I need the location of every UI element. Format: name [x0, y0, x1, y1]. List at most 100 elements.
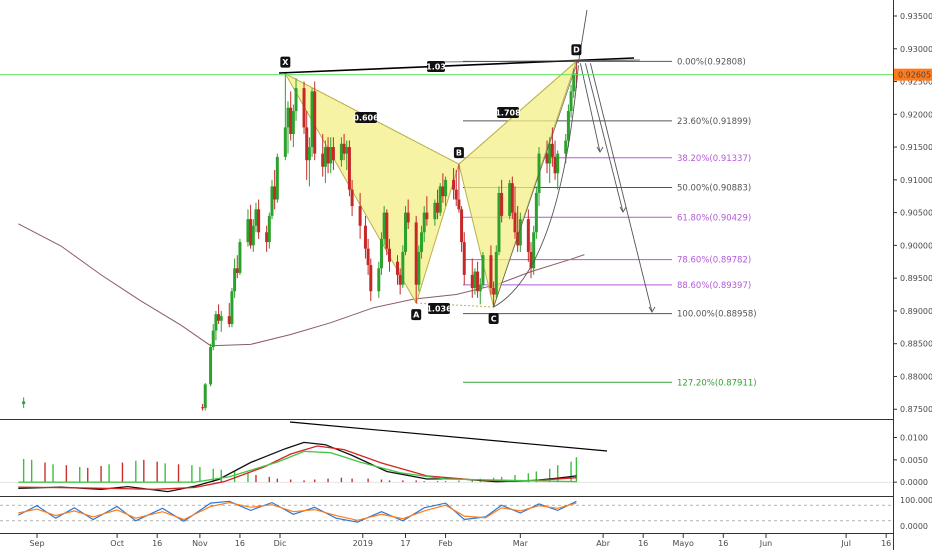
candle-body: [566, 111, 570, 141]
pattern-ratio-label: 1.036: [426, 305, 452, 314]
candle-body: [321, 153, 325, 167]
candle-body: [553, 156, 557, 174]
fib-level-label: 100.00%(0.88958): [677, 310, 757, 320]
x-tick-label: Dic: [274, 539, 287, 548]
pattern-point-label: C: [491, 314, 497, 323]
candle-body: [233, 268, 237, 292]
pattern-ratio-badge: [428, 303, 450, 314]
candle-body: [481, 255, 485, 285]
candle-body: [366, 248, 370, 266]
candle-body: [414, 222, 418, 285]
x-tick-label: Mayo: [673, 539, 695, 548]
candle-body: [497, 192, 501, 252]
candle-body: [238, 242, 242, 273]
candle-body: [569, 91, 573, 112]
candle-body: [470, 274, 474, 288]
candle-body: [529, 251, 533, 269]
candle-body: [313, 91, 317, 154]
pattern-point-label: D: [573, 46, 580, 55]
current-price-tag: [894, 68, 932, 81]
candle-body: [387, 248, 391, 262]
pattern-point-label: B: [456, 149, 462, 158]
pattern-ratio-label: 1.03: [426, 63, 446, 72]
y-tick-label: 0.91500: [900, 143, 932, 152]
candle-body: [452, 179, 456, 190]
x-tick-label: Oct: [110, 539, 124, 548]
x-tick-label: Sep: [29, 539, 44, 548]
fib-level-label: 78.60%(0.89782): [677, 256, 751, 266]
candle-body: [214, 314, 218, 331]
pattern-point-badge: [453, 147, 464, 159]
fib-level-label: 0.00%(0.92808): [677, 57, 746, 67]
candle-body: [209, 346, 213, 385]
candle-body: [548, 143, 552, 164]
candle-body: [201, 407, 205, 409]
candle-body: [526, 219, 530, 252]
candle-body: [532, 232, 536, 269]
y-tick-label: 0.87500: [900, 405, 932, 414]
y-tick-label: 0.93000: [900, 45, 932, 54]
candle-body: [22, 401, 26, 404]
candle-body: [363, 225, 367, 249]
x-tick-label: 16: [152, 539, 162, 548]
y-tick-label: 0.93500: [900, 12, 932, 21]
candle-body: [358, 206, 362, 226]
candle-body: [382, 212, 386, 239]
pattern-point-label: A: [413, 311, 420, 320]
fib-level-label: 38.20%(0.91337): [677, 154, 751, 164]
candle-body: [425, 212, 429, 220]
candle-body: [310, 91, 314, 148]
projection-arrowhead: [648, 306, 656, 313]
candle-body: [305, 127, 309, 161]
candle-body: [433, 202, 437, 220]
candle-body: [265, 232, 269, 243]
candle-body: [513, 212, 517, 233]
x-tick-label: 16: [881, 539, 891, 548]
candle-body: [275, 156, 279, 200]
candle-body: [217, 314, 221, 321]
candle-body: [326, 147, 330, 164]
candle-body: [438, 186, 442, 213]
macd-series-line: [18, 450, 577, 483]
x-tick-label: 16: [235, 539, 245, 548]
pattern-ratio-badge: [355, 112, 377, 123]
candle-body: [379, 238, 383, 269]
macd-y-tick-label: 0.0050: [900, 456, 928, 465]
macd-series-line: [18, 445, 577, 490]
candle-body: [500, 192, 504, 216]
projection-arrow: [579, 63, 601, 153]
pattern-ratio-badge: [497, 107, 519, 118]
candle-body: [489, 255, 493, 288]
candle-body: [339, 143, 343, 161]
current-price-label: 0.92605: [898, 71, 931, 80]
fib-level-label: 23.60%(0.91899): [677, 117, 751, 127]
y-tick-label: 0.91000: [900, 176, 932, 185]
x-tick-label: Mar: [513, 539, 529, 548]
candle-body: [302, 88, 306, 128]
candle-body: [350, 189, 354, 207]
candle-body: [211, 330, 215, 347]
macd-divergence-line: [289, 421, 608, 452]
candle-body: [564, 140, 568, 154]
y-tick-label: 0.92000: [900, 110, 932, 119]
candle-body: [478, 284, 482, 292]
fib-level-label: 61.80%(0.90429): [677, 213, 751, 223]
candle-body: [545, 153, 549, 164]
pattern-ratio-label: 1.708: [495, 109, 521, 118]
candle-body: [404, 212, 408, 252]
candle-body: [329, 147, 333, 164]
candle-body: [460, 209, 464, 243]
candle-body: [270, 186, 274, 216]
candle-body: [534, 192, 538, 233]
candle-body: [420, 232, 424, 252]
x-tick-label: 17: [400, 539, 410, 548]
fib-level-label: 88.60%(0.89397): [677, 281, 751, 291]
pattern-point-badge: [411, 309, 422, 321]
candle-body: [537, 153, 541, 193]
fib-level-label: 127.20%(0.87911): [677, 378, 757, 388]
candle-body: [235, 268, 239, 273]
candle-body: [227, 316, 231, 325]
candle-body: [249, 219, 253, 246]
projection-arrow: [589, 63, 653, 313]
